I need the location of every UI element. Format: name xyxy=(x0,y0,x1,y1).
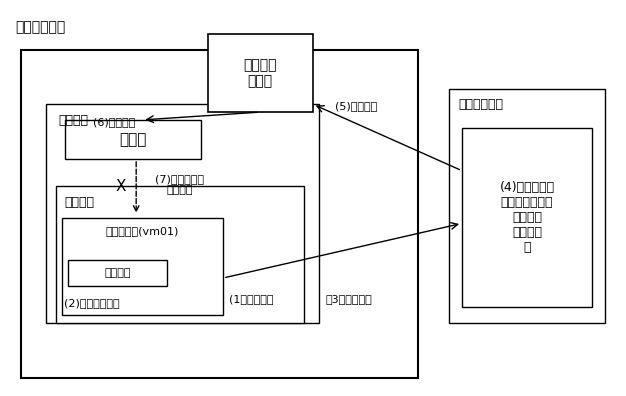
Text: (4)心跳超时或
监测到违规行为
安全控制
中心服务
器: (4)心跳超时或 监测到违规行为 安全控制 中心服务 器 xyxy=(500,181,555,254)
Text: （3）通知违规: （3）通知违规 xyxy=(326,294,372,304)
Bar xyxy=(65,120,202,159)
Text: (2)发现违规操作: (2)发现违规操作 xyxy=(64,298,119,308)
Text: 项目私网: 项目私网 xyxy=(59,114,89,127)
Bar xyxy=(462,128,592,307)
Bar xyxy=(449,89,605,323)
Bar xyxy=(208,34,313,112)
Text: 监控代理: 监控代理 xyxy=(105,268,131,278)
Text: 云平台内部网: 云平台内部网 xyxy=(15,20,66,34)
Bar xyxy=(21,50,418,378)
Bar xyxy=(68,261,167,286)
Text: (6)断网指令: (6)断网指令 xyxy=(93,117,135,127)
Text: 研发子网: 研发子网 xyxy=(65,196,95,209)
Text: 公共服务网络: 公共服务网络 xyxy=(459,99,504,111)
Bar xyxy=(46,104,319,323)
Bar xyxy=(56,186,304,323)
Text: 研发客户端(vm01): 研发客户端(vm01) xyxy=(106,226,179,236)
Text: X: X xyxy=(115,179,126,194)
Text: 云路由: 云路由 xyxy=(120,132,146,147)
Bar xyxy=(62,217,223,315)
Text: (5)断网请求: (5)断网请求 xyxy=(335,101,377,111)
Text: (7)断开虚拟机
网络访问: (7)断开虚拟机 网络访问 xyxy=(155,173,204,195)
Text: 云平台控
制节点: 云平台控 制节点 xyxy=(244,58,277,88)
Text: (1）发送心跳: (1）发送心跳 xyxy=(229,294,274,304)
